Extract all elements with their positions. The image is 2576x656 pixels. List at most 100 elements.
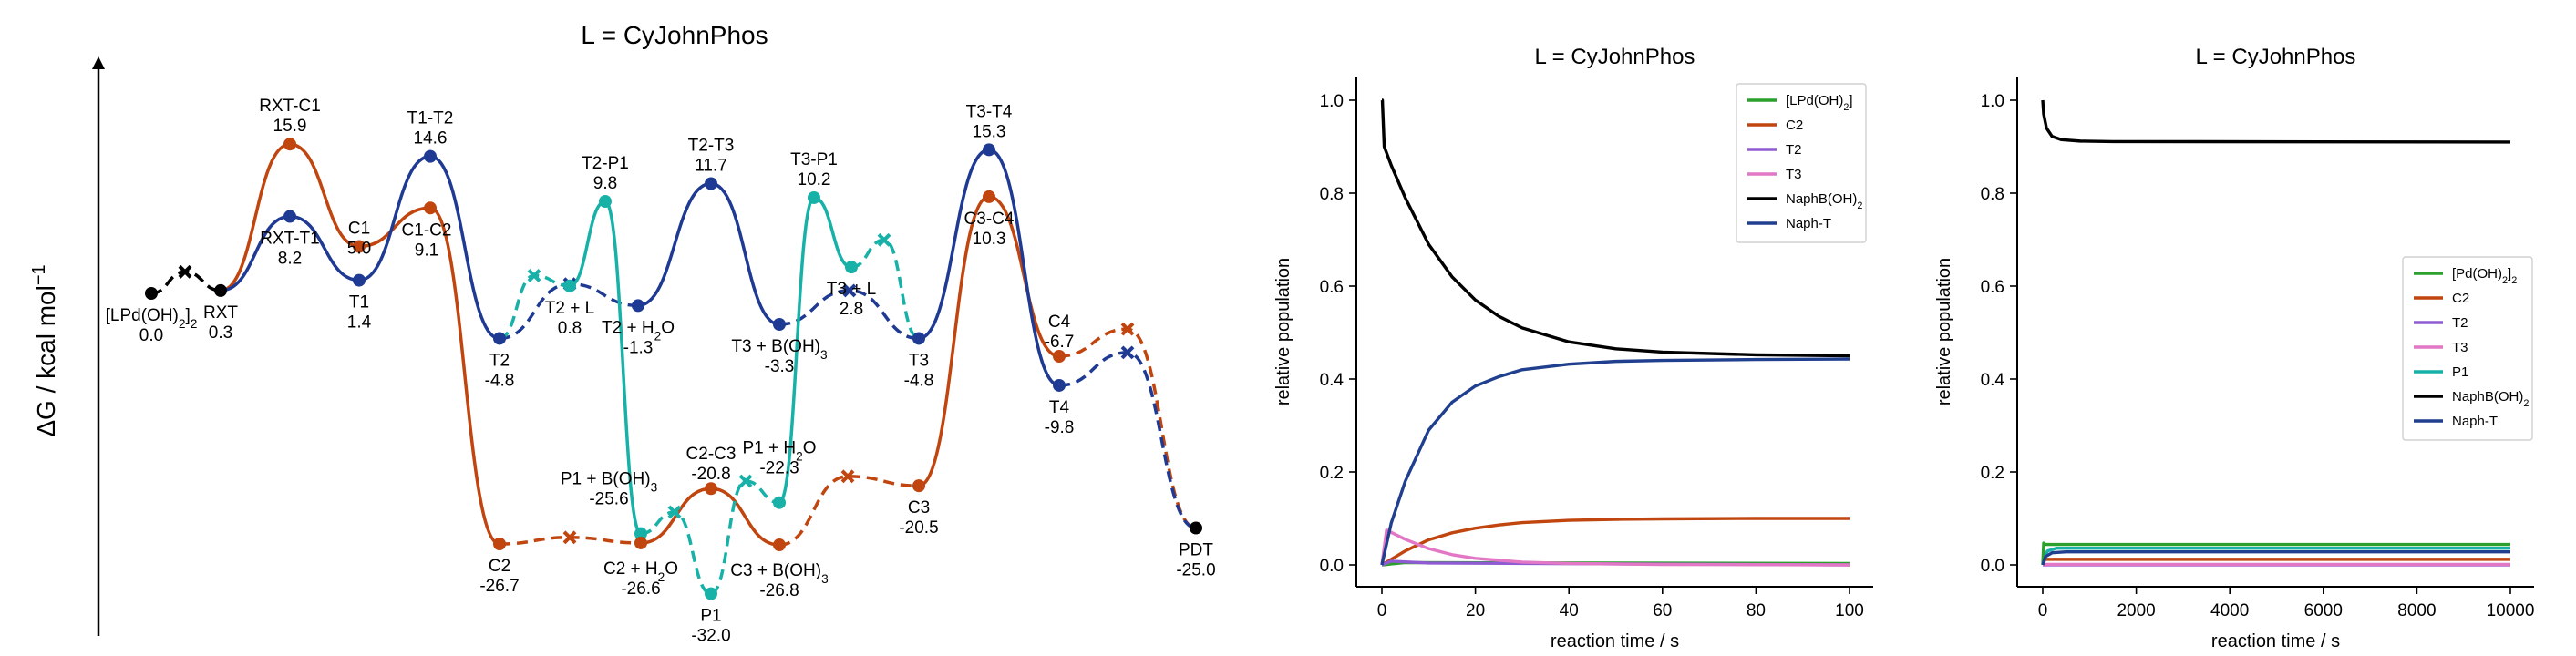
cross-teal-4 [877,232,891,247]
kin-legend-sub-2-0: 2 [2502,275,2508,286]
value-c1c2: 9.1 [415,241,438,260]
kin-legend-text-1-0: [LPd(OH) [1786,93,1843,108]
cross-teal-3-b [738,474,753,488]
label-c2h2o-text: C2 + H [603,559,658,579]
cross-navy-2-b [842,283,857,298]
label-c4: C4 [1048,313,1071,332]
label-rxtt1-text: RXT-T1 [260,230,319,249]
point-c3boh [773,538,786,552]
kin-xticklabel-2-2: 4000 [2210,601,2249,620]
cross-teal-2-b [667,505,682,519]
kin-legend-text-1-4: NaphB(OH) [1786,191,1857,207]
point-rxtc1 [283,138,296,151]
kin-series-2-0 [2041,541,2510,566]
point-t3boh [773,317,786,331]
point-t3p1 [808,190,820,204]
kin-xticklabel-2-0: 0 [2038,601,2048,620]
label-p1boh: P1 + B(OH)3 [561,470,657,495]
kin-xticklabel-1-1: 20 [1466,601,1485,620]
kin-yticklabel-2-0: 0.0 [1981,557,2004,576]
value-rxtt1: 8.2 [278,250,302,269]
label-lpd: [LPd(OH)2]2 [106,306,198,331]
kin-xticklabel-2-3: 6000 [2304,601,2343,620]
label-t2l-text: T2 + L [545,299,594,318]
label-c3boh-sub: 3 [821,572,829,586]
kinetics-panel-1: L = CyJohnPhos 0 20 40 60 80 100 0.0 0.2 0.4 0.6 0.… [1273,45,1873,651]
value-c3c4: 10.3 [973,230,1006,249]
cross-teal-1 [527,269,541,282]
cross-start [178,264,192,279]
cross-teal-4-b [877,232,891,247]
label-t2h2o: T2 + H2O [602,318,675,343]
cross-teal-3 [738,474,753,488]
path-navy-3 [918,148,1060,387]
label-t2h2o-sub: 2 [654,329,662,343]
label-t1-text: T1 [349,293,369,313]
label-t3: T3 [909,351,929,370]
label-c2: C2 [489,557,510,576]
point-p1 [705,587,717,600]
label-t2-text: T2 [489,351,510,370]
kin-series-2-6 [2041,550,2510,566]
label-p1boh-text: P1 + B(OH) [561,470,651,489]
cross-start-b [178,264,192,279]
value-c4: -6.7 [1045,333,1075,352]
label-pdt: PDT [1179,541,1213,560]
point-t3l [845,261,858,274]
label-t4-text: T4 [1049,398,1070,417]
kin-legend-text-2-5: NaphB(OH) [2452,389,2523,405]
label-t2p1: T2-P1 [582,154,629,173]
path-navy-1 [220,154,500,341]
kin-yticklabel-2-1: 0.2 [1981,464,2004,483]
value-c2c3: -20.8 [691,465,730,484]
kin-xticklabel-1-2: 40 [1560,601,1579,620]
label-c2c3-text: C2-C3 [686,445,737,464]
kin-legend-label-2-3: T3 [2452,340,2468,355]
label-c1c2-text: C1-C2 [402,220,452,240]
label-t3t4-text: T3-T4 [966,102,1013,121]
kin-xticklabel-1-4: 80 [1747,601,1766,620]
value-t4: -9.8 [1045,418,1075,437]
kin-legend-text-1-2: T2 [1786,142,1802,158]
label-t3l-text: T3 + L [827,280,876,299]
label-rxt: RXT [203,303,238,323]
kin-yticklabel-1-2: 0.4 [1320,371,1345,390]
value-t2l: 0.8 [558,319,582,338]
kin-series-1-4 [1380,98,1850,358]
value-t2h2o: -1.3 [623,338,654,357]
label-p1h2o-text: P1 + H [742,439,796,458]
label-c1-text: C1 [348,220,370,239]
kin-xticklabel-2-1: 2000 [2117,601,2155,620]
kinetics-panel-2: L = CyJohnPhos 0 2000 4000 6000 8000 10000 0.0 0… [1934,45,2534,651]
kin-series-1-5 [1380,357,1850,566]
label-c4-text: C4 [1048,313,1071,332]
kin-yticklabel-1-4: 0.8 [1320,185,1344,204]
cross-teal-2 [667,505,682,519]
point-rxt [214,283,227,297]
value-p1: -32.0 [691,627,730,646]
value-t3t4: 15.3 [973,122,1006,141]
point-c3 [912,479,925,493]
kin-legend-label-2-0: [Pd(OH)2]2 [2452,266,2517,286]
value-t2t3: 11.7 [695,156,727,175]
energy-y-label: ΔG / kcal mol−1 [29,264,60,436]
kin-legend-label-2-1: C2 [2452,291,2469,306]
label-c3-text: C3 [908,498,930,518]
label-rxtc1: RXT-C1 [259,97,321,116]
kin-legend-sub-1-0: 2 [1843,102,1849,113]
value-t1t2: 14.6 [414,129,448,149]
point-t2h2o [632,299,644,313]
label-lpd-sub: 2 [179,317,186,331]
point-p1boh [634,527,647,540]
path-orange-dash-2 [778,475,920,547]
energy-y-arrow [92,56,105,69]
point-c1 [353,240,366,253]
kin-legend-tsub-2-0: 2 [2511,275,2517,286]
label-t2h2o-text: T2 + H [602,318,654,337]
label-lpd-tsub: 2 [191,317,198,331]
value-p1h2o: -22.3 [759,459,799,478]
cross-orange-3 [1120,322,1135,336]
cross-navy-3 [1120,345,1135,360]
cross-orange-1 [562,530,577,545]
